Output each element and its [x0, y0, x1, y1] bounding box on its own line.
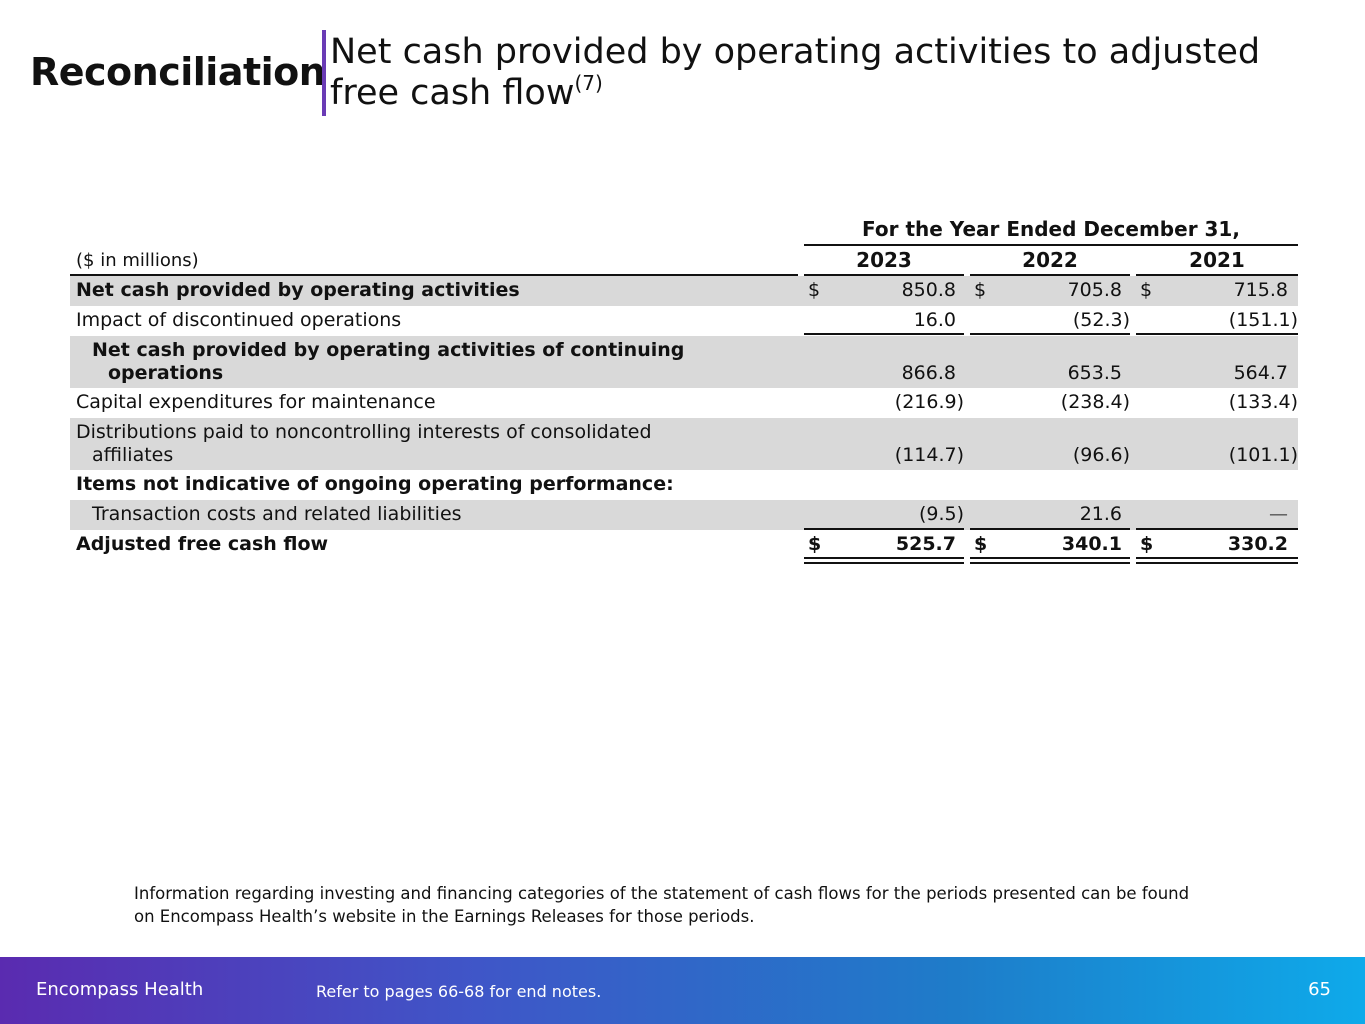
total-double-rule [1136, 557, 1298, 564]
section-heading: Items not indicative of ongoing operatin… [76, 473, 674, 495]
currency-symbol: $ [808, 533, 822, 555]
year-header-2023: 2023 [804, 246, 964, 276]
subtotal-rule [804, 333, 964, 335]
year-header-2022: 2022 [970, 246, 1130, 276]
row-label: Net cash provided by operating activitie… [76, 279, 520, 301]
subtitle-endnote-ref: (7) [574, 71, 603, 95]
total-label: Adjusted free cash flow [76, 533, 329, 555]
row-label-line1: Distributions paid to noncontrolling int… [76, 421, 652, 443]
row-label: Transaction costs and related liabilitie… [92, 503, 462, 525]
value-2022: 21.6 [1079, 503, 1122, 525]
row-label: Capital expenditures for maintenance [76, 391, 436, 413]
table-row-items-heading: Items not indicative of ongoing operatin… [70, 470, 1298, 500]
value-2023: 866.8 [901, 362, 956, 384]
value-2023: (216.9) [894, 391, 964, 413]
total-double-rule [804, 557, 964, 564]
value-2022: (238.4) [1060, 391, 1130, 413]
footer-brand: Encompass Health [36, 979, 204, 1000]
row-label-line2: operations [108, 362, 224, 384]
currency-symbol: $ [974, 533, 988, 555]
page-title: Reconciliation [30, 50, 326, 94]
currency-symbol: $ [1140, 279, 1153, 301]
subtotal-rule [1136, 333, 1298, 335]
table-row-capital-expenditures: Capital expenditures for maintenance (21… [70, 388, 1298, 418]
row-label: Impact of discontinued operations [76, 309, 402, 331]
row-label: Distributions paid to noncontrolling int… [76, 421, 652, 467]
value-2021: 715.8 [1233, 279, 1288, 301]
table-row-net-cash-operating: Net cash provided by operating activitie… [70, 276, 1298, 306]
value-2022: (52.3) [1072, 309, 1130, 331]
page-subtitle-text: Net cash provided by operating activitie… [330, 32, 1261, 113]
table-row-distributions-nci: Distributions paid to noncontrolling int… [70, 418, 1298, 470]
footer-bar: Encompass Health Refer to pages 66-68 fo… [0, 957, 1365, 1024]
year-header-2021: 2021 [1136, 246, 1298, 276]
footer-endnote-reference: Refer to pages 66-68 for end notes. [316, 982, 602, 1001]
units-rule [70, 274, 798, 276]
value-2021: 564.7 [1233, 362, 1288, 384]
page-number: 65 [1308, 979, 1331, 1000]
value-2021: (133.4) [1228, 391, 1298, 413]
subtotal-rule [1136, 528, 1298, 530]
footnote-line1: Information regarding investing and fina… [134, 884, 1190, 903]
value-2021: (151.1) [1228, 309, 1298, 331]
value-2023: (9.5) [918, 503, 964, 525]
subtotal-rule [970, 333, 1130, 335]
subtotal-rule [804, 528, 964, 530]
currency-symbol: $ [808, 279, 821, 301]
table-row-continuing-operations: Net cash provided by operating activitie… [70, 336, 1298, 388]
row-label: Net cash provided by operating activitie… [92, 339, 684, 385]
title-section: Reconciliation Net cash provided by oper… [30, 30, 1340, 120]
total-double-rule [970, 557, 1130, 564]
column-header-row: ($ in millions) 2023 2022 2021 [70, 246, 1298, 276]
table-row-discontinued-operations: Impact of discontinued operations 16.0 (… [70, 306, 1298, 336]
row-label-line2: affiliates [92, 444, 174, 466]
value-2022: (96.6) [1072, 444, 1130, 466]
period-header: For the Year Ended December 31, [804, 214, 1298, 246]
footnote-line2: on Encompass Health’s website in the Ear… [134, 907, 755, 926]
period-header-text: For the Year Ended December 31, [862, 217, 1240, 241]
value-2023: 850.8 [901, 279, 956, 301]
value-2022: 340.1 [1061, 533, 1122, 555]
value-2023: 525.7 [895, 533, 956, 555]
page-subtitle: Net cash provided by operating activitie… [330, 32, 1340, 114]
footnote: Information regarding investing and fina… [134, 882, 1244, 928]
value-2023: (114.7) [894, 444, 964, 466]
title-divider [322, 30, 326, 116]
value-2021: — [1269, 503, 1288, 525]
value-2021: 330.2 [1227, 533, 1288, 555]
value-2022: 705.8 [1067, 279, 1122, 301]
table-row-adjusted-free-cash-flow: Adjusted free cash flow $ 525.7 $ 340.1 … [70, 530, 1298, 566]
currency-symbol: $ [1140, 533, 1154, 555]
subtotal-rule [970, 528, 1130, 530]
units-label: ($ in millions) [76, 250, 199, 271]
row-label-line1: Net cash provided by operating activitie… [92, 339, 685, 361]
value-2023: 16.0 [913, 309, 956, 331]
value-2021: (101.1) [1228, 444, 1298, 466]
table-row-transaction-costs: Transaction costs and related liabilitie… [70, 500, 1298, 530]
currency-symbol: $ [974, 279, 987, 301]
value-2022: 653.5 [1067, 362, 1122, 384]
